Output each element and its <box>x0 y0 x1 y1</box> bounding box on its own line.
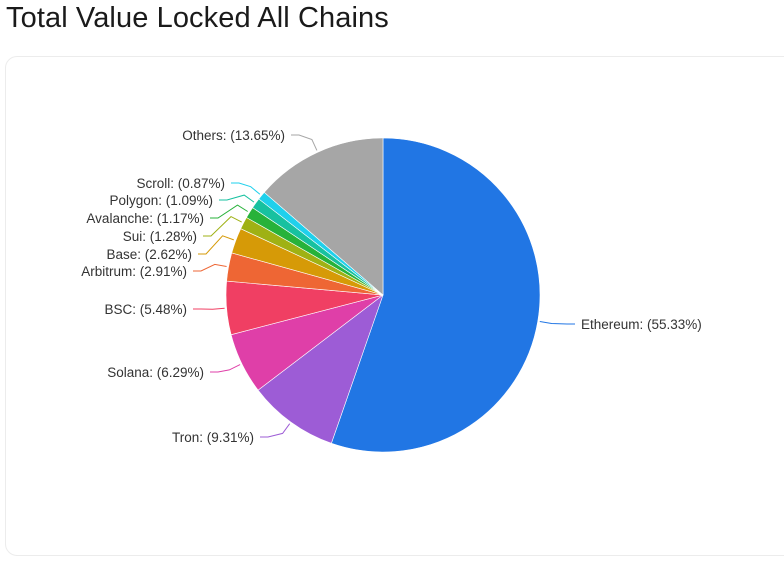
leader-line-ethereum <box>539 321 575 325</box>
page-title: Total Value Locked All Chains <box>6 2 389 34</box>
slice-label-others: Others: (13.65%) <box>182 128 285 143</box>
slice-label-scroll: Scroll: (0.87%) <box>136 176 225 191</box>
leader-line-polygon <box>219 194 255 203</box>
leader-line-bsc <box>193 307 225 310</box>
pie-slice-others[interactable] <box>263 137 384 296</box>
leader-line-tron <box>260 423 291 438</box>
leader-line-sui <box>203 215 242 237</box>
leader-line-scroll <box>231 182 261 195</box>
slice-label-polygon: Polygon: (1.09%) <box>109 193 213 208</box>
slice-label-sui: Sui: (1.28%) <box>123 229 197 244</box>
leader-line-base <box>198 235 234 255</box>
pie-leader-lines <box>193 134 575 438</box>
leader-line-arbitrum <box>193 263 227 272</box>
leader-line-others <box>291 134 318 151</box>
slice-label-ethereum: Ethereum: (55.33%) <box>581 317 702 332</box>
leader-line-avalanche <box>210 204 248 219</box>
slice-label-tron: Tron: (9.31%) <box>172 430 254 445</box>
pie-slices <box>225 137 541 453</box>
slice-label-bsc: BSC: (5.48%) <box>104 302 187 317</box>
slice-label-solana: Solana: (6.29%) <box>107 365 204 380</box>
slice-label-avalanche: Avalanche: (1.17%) <box>86 211 204 226</box>
pie-slice-tron[interactable] <box>257 294 384 444</box>
slice-label-arbitrum: Arbitrum: (2.91%) <box>81 264 187 279</box>
leader-line-solana <box>210 364 241 373</box>
pie-labels: Ethereum: (55.33%) Tron: (9.31%) Solana: (… <box>81 128 702 445</box>
slice-label-base: Base: (2.62%) <box>106 247 192 262</box>
pie-slice-ethereum[interactable] <box>331 137 541 453</box>
